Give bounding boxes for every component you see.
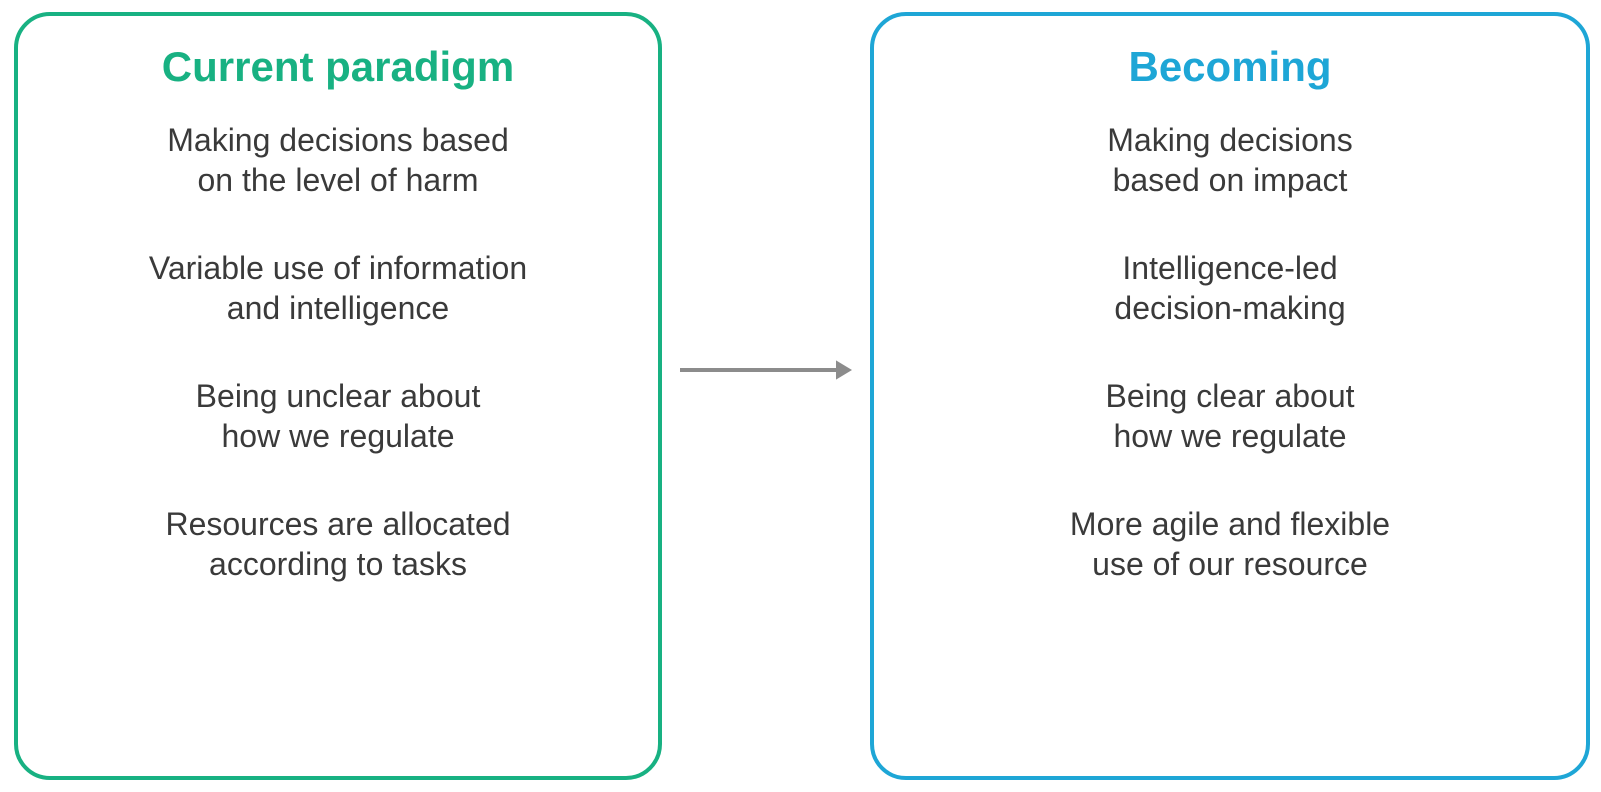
panel-body-becoming: Making decisions based on impact Intelli…	[874, 120, 1586, 584]
panel-title-current: Current paradigm	[18, 44, 658, 90]
panel-item: Intelligence-led decision-making	[1114, 248, 1345, 328]
panel-item: More agile and flexible use of our resou…	[1070, 504, 1390, 584]
panel-item: Variable use of information and intellig…	[149, 248, 527, 328]
panel-item: Resources are allocated according to tas…	[165, 504, 510, 584]
panel-body-current: Making decisions based on the level of h…	[18, 120, 658, 584]
panel-item: Making decisions based on the level of h…	[167, 120, 509, 200]
panel-item: Being unclear about how we regulate	[196, 376, 481, 456]
panel-item: Being clear about how we regulate	[1105, 376, 1354, 456]
arrow-icon	[660, 350, 872, 390]
panel-title-becoming: Becoming	[874, 44, 1586, 90]
diagram-root: Current paradigm Making decisions based …	[0, 0, 1601, 792]
panel-current-paradigm: Current paradigm Making decisions based …	[14, 12, 662, 780]
panel-item: Making decisions based on impact	[1107, 120, 1352, 200]
panel-becoming: Becoming Making decisions based on impac…	[870, 12, 1590, 780]
